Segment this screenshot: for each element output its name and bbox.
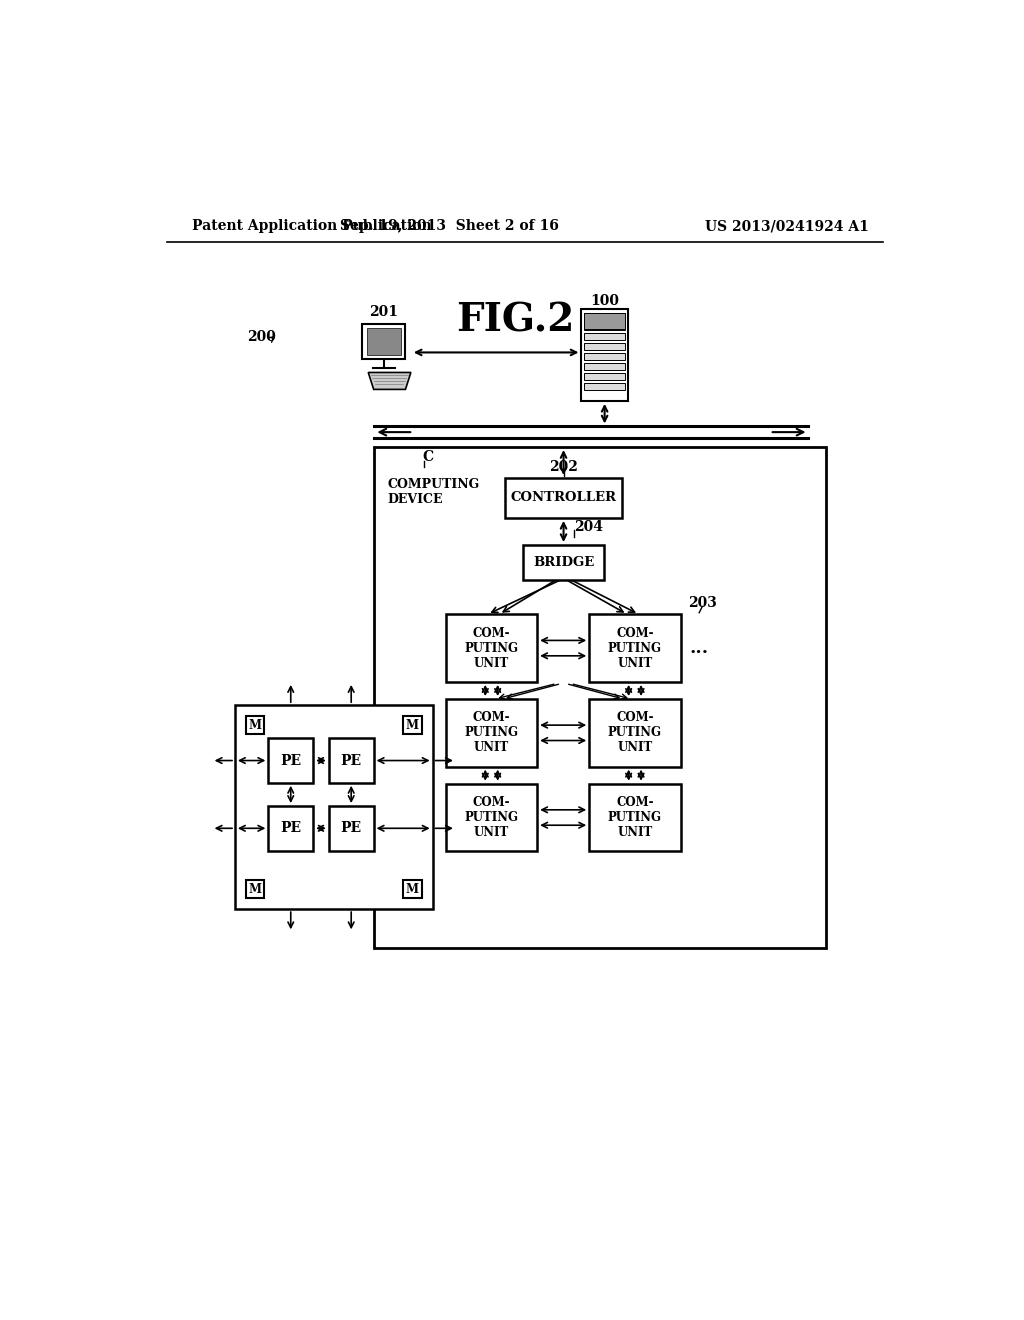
Text: 100: 100 [590,294,620,308]
Bar [329,738,374,783]
Text: ...: ... [690,639,709,657]
Text: M: M [249,883,261,896]
Bar [403,880,422,899]
Text: 200: 200 [247,330,275,345]
Text: US 2013/0241924 A1: US 2013/0241924 A1 [705,219,868,234]
Text: COM-
PUTING
UNIT: COM- PUTING UNIT [465,796,518,840]
Bar [268,738,313,783]
Text: COM-
PUTING
UNIT: COM- PUTING UNIT [465,711,518,754]
Text: M: M [249,718,261,731]
Bar [234,705,432,909]
Text: CONTROLLER: CONTROLLER [511,491,616,504]
Bar [246,715,264,734]
Bar [375,447,825,948]
Text: PE: PE [281,754,301,767]
Bar [329,807,374,850]
Bar [585,323,625,330]
Bar [246,880,264,899]
Bar [582,309,628,401]
Text: COM-
PUTING
UNIT: COM- PUTING UNIT [608,796,662,840]
Text: PE: PE [281,821,301,836]
Text: COM-
PUTING
UNIT: COM- PUTING UNIT [608,627,662,669]
Bar [268,807,313,850]
Bar [506,478,622,517]
Bar [445,700,538,767]
Text: BRIDGE: BRIDGE [532,556,594,569]
Bar [585,354,625,360]
Bar [445,784,538,851]
Text: Sep. 19, 2013  Sheet 2 of 16: Sep. 19, 2013 Sheet 2 of 16 [340,219,559,234]
Text: PE: PE [341,821,361,836]
Text: M: M [406,718,419,731]
Bar [367,327,400,355]
Bar [362,323,406,359]
Bar [585,313,625,329]
Text: Patent Application Publication: Patent Application Publication [191,219,431,234]
Text: FIG.2: FIG.2 [457,301,574,339]
Bar [589,784,681,851]
Text: M: M [406,883,419,896]
Bar [589,700,681,767]
Bar [585,363,625,370]
Bar [589,614,681,682]
Bar [585,383,625,391]
Bar [403,715,422,734]
Bar [585,343,625,350]
Text: PE: PE [341,754,361,767]
Text: COM-
PUTING
UNIT: COM- PUTING UNIT [465,627,518,669]
Bar [585,333,625,341]
Text: 202: 202 [549,461,578,474]
Bar [585,374,625,380]
Text: 201: 201 [370,305,398,319]
Text: COM-
PUTING
UNIT: COM- PUTING UNIT [608,711,662,754]
Polygon shape [369,372,411,389]
Bar [585,313,625,321]
Text: C: C [423,450,433,465]
Text: 204: 204 [573,520,603,535]
Text: 203: 203 [688,595,717,610]
Bar [523,545,604,579]
Bar [445,614,538,682]
Text: COMPUTING
DEVICE: COMPUTING DEVICE [388,478,480,506]
